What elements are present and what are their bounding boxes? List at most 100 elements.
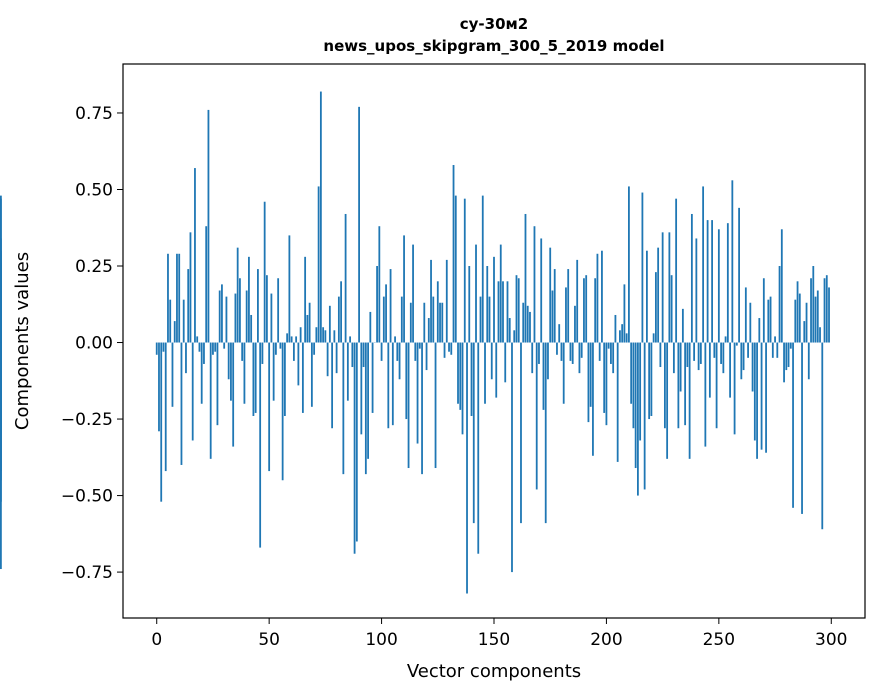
bar-140 [470,342,473,416]
bar-266 [753,342,756,441]
bar-145 [481,195,484,343]
plot-frame [122,63,866,619]
bar-223 [657,247,660,343]
bar-117 [418,342,421,349]
bar-275 [774,336,776,343]
bar-218 [646,250,648,343]
bar-294 [816,290,819,343]
bar-167 [531,342,534,374]
bar-182 [565,287,567,343]
bar-47 [261,342,264,364]
bar-99 [378,226,381,343]
bar-170 [538,342,540,364]
y-tick-label: 0.00 [75,334,113,354]
bar-213 [634,342,637,469]
bar-209 [625,333,628,343]
bar-163 [522,302,525,343]
bar-230 [672,342,675,374]
bar-30 [223,342,226,349]
bar-295 [819,327,821,343]
bar-254 [726,223,729,343]
bar-208 [623,284,626,343]
bar-101 [382,296,385,343]
y-tick-label: 0.50 [75,180,113,200]
bar-9 [176,253,178,343]
bar-221 [652,333,655,343]
bar-133 [454,195,457,343]
bar-250 [717,229,720,343]
bar-237 [688,342,691,459]
bar-5 [167,253,169,343]
bar-71 [315,327,318,343]
bar-291 [810,278,812,343]
bar-63 [297,342,300,386]
bar-20 [200,342,203,404]
bar-214 [637,342,639,496]
bar-202 [610,342,612,364]
bar-110 [403,235,405,343]
bar-57 [283,342,286,416]
bar-272 [767,299,770,343]
bar-150 [493,256,495,343]
bar-248 [713,342,716,358]
bar-130 [448,342,450,352]
bar-83 [342,342,345,475]
bar-68 [308,302,311,343]
bars-group [0,91,830,594]
bar-94 [367,342,369,459]
bar-40 [245,290,248,343]
bar-60 [290,336,293,343]
bar-181 [562,342,565,404]
y-tick-label: −0.75 [61,563,113,583]
bar-135 [459,342,462,410]
bar-122 [430,259,432,343]
bar-148 [488,296,491,343]
bar-257 [733,342,736,435]
bar-91 [360,342,363,435]
bar-225 [661,232,664,343]
bar-279 [783,342,785,383]
bar-104 [389,269,392,343]
bar-224 [659,342,662,368]
bar-89 [355,342,358,542]
bar-98 [376,266,378,343]
bar-149 [490,342,493,380]
bar-143 [477,342,480,554]
bar-124 [434,342,437,469]
bar-278 [780,229,783,343]
bar-138 [466,342,468,594]
bar-1 [158,342,160,432]
bar-127 [441,302,444,343]
bar-173 [544,342,547,524]
bar-296 [821,342,824,530]
bar-260 [740,342,743,380]
bar-285 [796,281,799,343]
bar-23 [207,109,210,343]
bar-212 [632,342,635,429]
bar-103 [387,342,390,429]
bar-48 [263,201,266,343]
bar-116 [416,342,419,444]
bar-14 [187,269,190,343]
bar-188 [578,342,581,374]
bar-77 [328,305,331,343]
bar-80 [335,342,338,374]
bar-286 [798,293,801,343]
bar-183 [567,269,570,343]
bar-196 [596,253,599,343]
bar-61 [292,342,295,361]
bar-22 [205,226,208,343]
bar-198 [601,250,603,343]
bar-220 [650,342,653,416]
bar-287 [801,342,803,514]
x-tick-label: 200 [590,630,622,650]
y-tick-label: 0.75 [75,104,113,124]
bar-146 [484,342,486,404]
bar-34 [232,342,235,447]
bar-96 [371,342,374,413]
bar-238 [690,213,693,343]
bar-107 [396,342,399,361]
bar-210 [628,186,630,343]
bar-64 [299,327,302,343]
bar-233 [679,342,682,392]
